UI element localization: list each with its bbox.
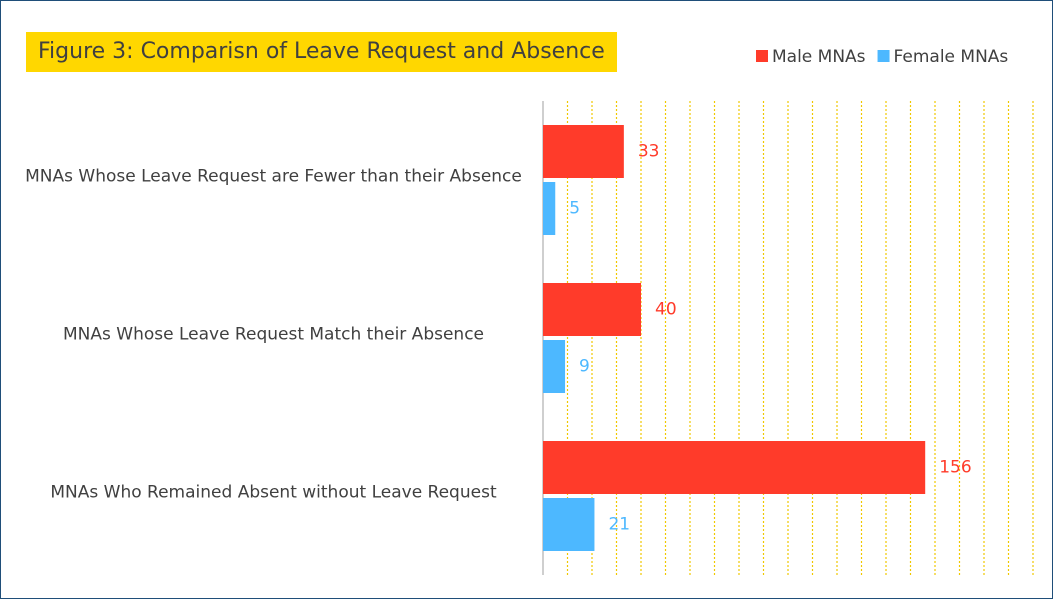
bar xyxy=(543,283,641,336)
legend-label: Male MNAs xyxy=(772,47,866,67)
value-label: 21 xyxy=(608,515,630,535)
category-label: MNAs Whose Leave Request Match their Abs… xyxy=(62,324,484,345)
bar xyxy=(543,125,624,178)
legend-swatch xyxy=(877,50,890,62)
chart-title: Figure 3: Comparisn of Leave Request and… xyxy=(26,32,617,72)
value-label: 33 xyxy=(638,142,660,162)
value-label: 156 xyxy=(939,458,971,478)
bar xyxy=(543,340,566,393)
legend-swatch xyxy=(756,50,768,62)
value-label: 40 xyxy=(655,300,677,320)
value-label: 9 xyxy=(579,357,590,377)
bar xyxy=(543,441,926,494)
category-label: MNAs Who Remained Absent without Leave R… xyxy=(50,482,497,503)
legend-label: Female MNAs xyxy=(894,47,1009,67)
bar xyxy=(543,498,595,551)
bar xyxy=(543,182,556,235)
value-label: 5 xyxy=(569,199,580,219)
category-label: MNAs Whose Leave Request are Fewer than … xyxy=(25,166,522,187)
